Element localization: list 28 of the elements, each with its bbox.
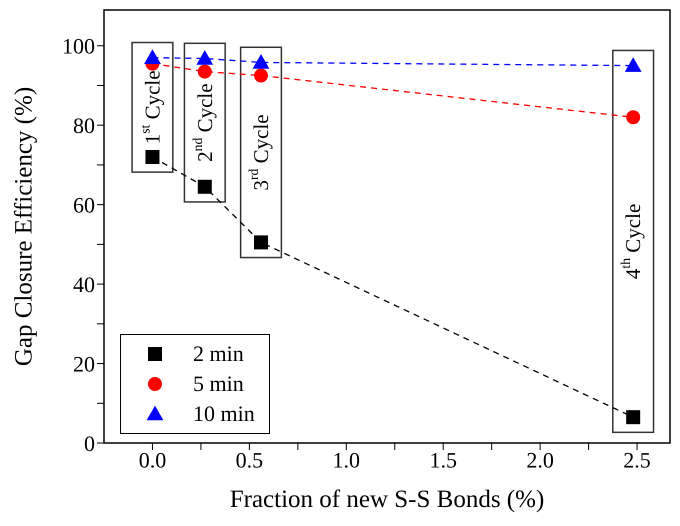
y-tick-label: 100 bbox=[62, 34, 95, 59]
y-tick-label: 0 bbox=[84, 430, 95, 456]
point bbox=[145, 150, 160, 164]
y-tick-label: 80 bbox=[73, 113, 95, 138]
x-tick-label: 2.5 bbox=[623, 448, 651, 473]
legend-label: 5 min bbox=[193, 371, 244, 397]
legend-label: 10 min bbox=[193, 401, 255, 427]
point bbox=[626, 410, 640, 424]
y-tick-label: 60 bbox=[73, 192, 95, 218]
point bbox=[196, 50, 214, 65]
x-tick-label: 1.0 bbox=[332, 448, 360, 473]
point bbox=[626, 110, 640, 124]
y-tick-label: 20 bbox=[73, 351, 95, 376]
point bbox=[254, 235, 268, 250]
point bbox=[198, 180, 212, 194]
x-tick-label: 2.0 bbox=[526, 448, 554, 473]
y-tick-label: 40 bbox=[73, 272, 95, 297]
x-tick-label: 1.5 bbox=[429, 448, 457, 473]
point bbox=[624, 57, 642, 72]
legend-label: 2 min bbox=[193, 341, 244, 367]
x-tick-label: 0.5 bbox=[236, 448, 264, 473]
point bbox=[144, 49, 161, 64]
x-axis-title: Fraction of new S-S Bonds (%) bbox=[230, 486, 544, 513]
y-axis-title: Gap Closure Efficiency (%) bbox=[10, 86, 38, 366]
point bbox=[254, 68, 268, 83]
x-tick-label: 0.0 bbox=[138, 448, 166, 473]
point bbox=[198, 64, 212, 79]
point bbox=[252, 54, 270, 69]
